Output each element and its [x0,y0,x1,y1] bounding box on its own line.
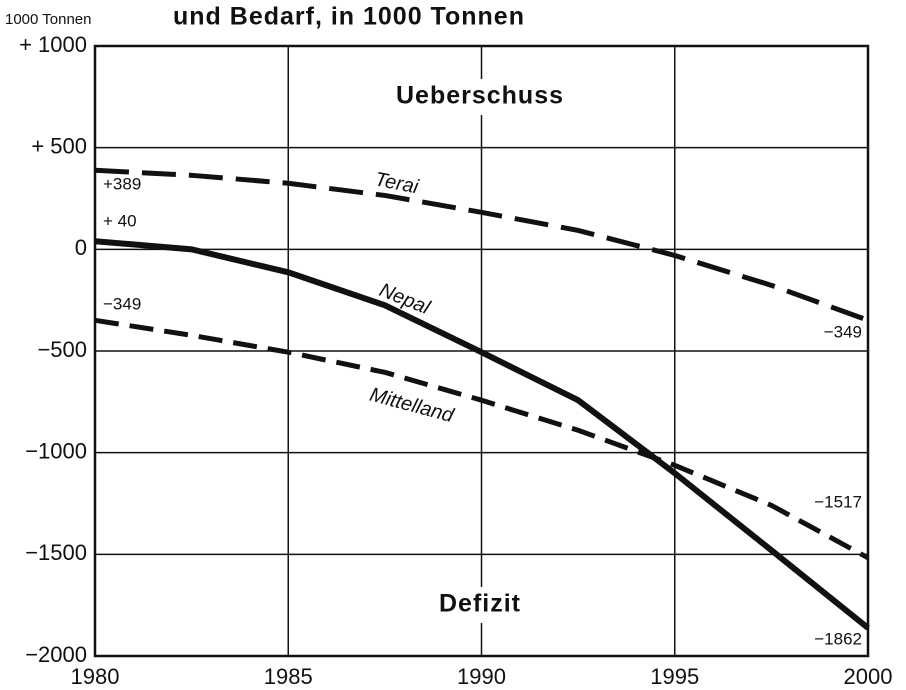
y-tick-label: −500 [37,337,87,362]
y-tick-label: 0 [75,235,87,260]
series-line [94,238,870,631]
value-label: −349 [103,294,141,313]
value-label: +389 [103,174,141,193]
x-tick-label: 2000 [844,664,893,689]
x-tick-label: 1990 [457,664,506,689]
chart-title: und Bedarf, in 1000 Tonnen [173,3,525,31]
x-tick-label: 1995 [650,664,699,689]
annotation: Defizit [439,590,521,618]
series-line [94,167,869,323]
value-label: −1517 [814,492,862,511]
annotation-bg [385,79,575,115]
annotation-bg [385,587,575,623]
value-label: + 40 [103,211,137,230]
x-tick-label: 1980 [71,664,120,689]
annotation: Ueberschuss [396,82,564,110]
value-label: −1862 [814,629,862,648]
y-tick-label: + 500 [31,133,87,158]
y-tick-label: + 1000 [19,32,87,57]
value-label: −349 [824,322,862,341]
y-tick-label: −1000 [25,438,87,463]
x-tick-label: 1985 [264,664,313,689]
y-axis-label: 1000 Tonnen [5,11,91,28]
y-tick-label: −2000 [25,642,87,667]
series-line [94,317,870,560]
plot-frame [93,44,870,658]
y-tick-label: −1500 [25,540,87,565]
